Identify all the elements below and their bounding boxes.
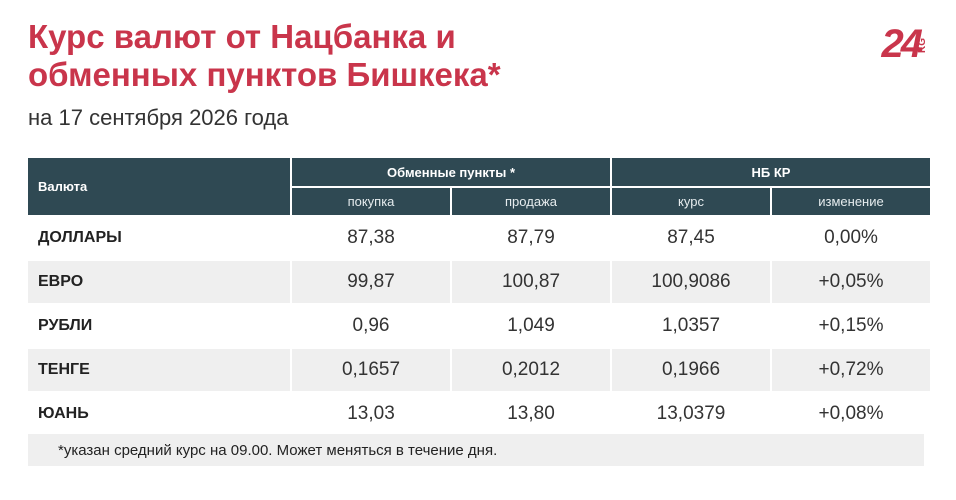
rate-cell: 0,1657 — [292, 349, 450, 391]
rate-cell: +0,72% — [772, 349, 930, 391]
rate-cell: 0,2012 — [452, 349, 610, 391]
row-label: ДОЛЛАРЫ — [28, 217, 290, 259]
rate-cell: 13,80 — [452, 393, 610, 435]
rate-cell: 13,0379 — [612, 393, 770, 435]
subheader-cell: продажа — [452, 188, 610, 215]
title: Курс валют от Нацбанка и — [28, 18, 456, 55]
header-cell: Валюта — [28, 158, 290, 215]
rate-cell: 87,38 — [292, 217, 450, 259]
row-label: ЮАНЬ — [28, 393, 290, 435]
rate-cell: 87,45 — [612, 217, 770, 259]
rate-cell: 1,049 — [452, 305, 610, 347]
rate-cell: 99,87 — [292, 261, 450, 303]
rate-cell: 0,1966 — [612, 349, 770, 391]
footnote: *указан средний курс на 09.00. Может мен… — [28, 434, 924, 466]
subtitle: на 17 сентября 2026 года — [28, 105, 289, 130]
rate-cell: 100,87 — [452, 261, 610, 303]
row-label: ЕВРО — [28, 261, 290, 303]
row-label: ТЕНГЕ — [28, 349, 290, 391]
rate-cell: +0,05% — [772, 261, 930, 303]
logo: 24 — [881, 22, 923, 66]
rate-cell: +0,08% — [772, 393, 930, 435]
row-label: РУБЛИ — [28, 305, 290, 347]
rate-cell: 100,9086 — [612, 261, 770, 303]
subheader-cell: покупка — [292, 188, 450, 215]
rate-cell: +0,15% — [772, 305, 930, 347]
rate-cell: 0,00% — [772, 217, 930, 259]
title: обменных пунктов Бишкека* — [28, 56, 501, 93]
subheader-cell: курс — [612, 188, 770, 215]
rate-cell: 0,96 — [292, 305, 450, 347]
subheader-cell: изменение — [772, 188, 930, 215]
rate-cell: 13,03 — [292, 393, 450, 435]
header-cell: Обменные пункты * — [292, 158, 610, 186]
rate-cell: 1,0357 — [612, 305, 770, 347]
rate-cell: 87,79 — [452, 217, 610, 259]
logo-sub: KG — [917, 38, 928, 53]
header-cell: НБ КР — [612, 158, 930, 186]
